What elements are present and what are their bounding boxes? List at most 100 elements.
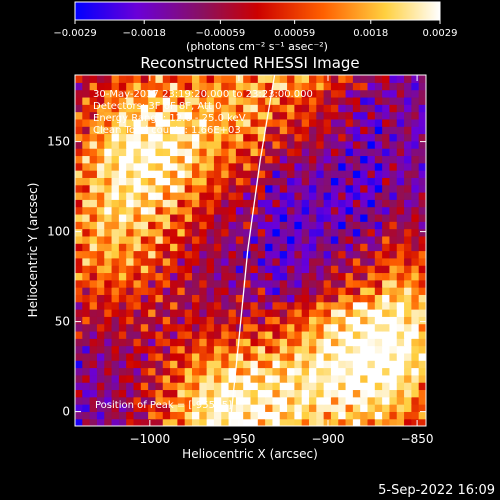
heatmap-cell (228, 411, 237, 420)
heatmap-cell (199, 148, 208, 157)
heatmap-cell (309, 104, 317, 113)
heatmap-cell (235, 184, 244, 193)
heatmap-cell (206, 374, 215, 383)
heatmap-cell (360, 309, 369, 317)
heatmap-cell (287, 265, 295, 274)
heatmap-cell (235, 118, 244, 127)
heatmap-cell (389, 250, 398, 259)
heatmap-cell (250, 294, 259, 303)
heatmap-cell (272, 279, 281, 288)
heatmap-cell (235, 228, 244, 237)
heatmap-cell (243, 235, 252, 244)
heatmap-cell (272, 272, 281, 281)
heatmap-cell (301, 404, 310, 412)
heatmap-cell (243, 389, 252, 398)
heatmap-cell (133, 301, 142, 310)
heatmap-cell (177, 148, 186, 157)
heatmap-cell (382, 338, 391, 347)
heatmap-cell (367, 148, 376, 157)
heatmap-cell (389, 140, 398, 149)
heatmap-cell (418, 360, 426, 369)
heatmap-cell (199, 243, 208, 252)
heatmap-cell (323, 374, 332, 383)
heatmap-cell (118, 170, 127, 178)
heatmap-cell (89, 301, 98, 310)
heatmap-cell (111, 126, 120, 135)
heatmap-cell (235, 213, 244, 222)
heatmap-cell (265, 133, 274, 142)
heatmap-cell (345, 140, 354, 149)
heatmap-cell (148, 192, 157, 200)
heatmap-cell (192, 170, 200, 178)
heatmap-cell (265, 279, 274, 288)
heatmap-cell (192, 279, 200, 288)
heatmap-cell (89, 184, 98, 193)
heatmap-cell (345, 389, 354, 398)
heatmap-cell (272, 345, 281, 354)
heatmap-cell (272, 396, 281, 405)
heatmap-cell (162, 162, 171, 171)
heatmap-cell (389, 221, 398, 230)
heatmap-cell (360, 148, 369, 157)
heatmap-cell (221, 250, 230, 259)
heatmap-cell (228, 374, 237, 383)
heatmap-cell (272, 257, 281, 266)
heatmap-cell (155, 265, 164, 274)
heatmap-cell (104, 177, 113, 186)
heatmap-cell (323, 82, 332, 91)
heatmap-cell (96, 75, 105, 83)
heatmap-cell (111, 279, 120, 288)
heatmap-cell (367, 360, 376, 369)
heatmap-cell (301, 162, 310, 171)
heatmap-cell (360, 75, 369, 83)
heatmap-cell (89, 367, 98, 376)
heatmap-cell (323, 170, 332, 178)
heatmap-cell (309, 75, 317, 83)
heatmap-cell (294, 279, 303, 288)
heatmap-cell (352, 338, 361, 347)
heatmap-cell (118, 155, 127, 164)
heatmap-cell (352, 411, 361, 420)
annotation-detectors: Detectors: 3F 6F 8F, Att 0 (93, 101, 221, 112)
heatmap-cell (389, 367, 398, 376)
heatmap-cell (177, 162, 186, 171)
heatmap-cell (221, 360, 230, 369)
heatmap-cell (192, 294, 200, 303)
heatmap-cell (374, 257, 383, 266)
heatmap-cell (411, 418, 420, 426)
heatmap-cell (170, 162, 178, 171)
heatmap-cell (272, 301, 281, 310)
heatmap-cell (396, 104, 405, 113)
heatmap-cell (345, 199, 354, 208)
heatmap-cell (111, 170, 120, 178)
heatmap-cell (96, 177, 105, 186)
heatmap-cell (228, 367, 237, 376)
heatmap-cell (287, 316, 295, 325)
heatmap-cell (382, 382, 391, 391)
heatmap-cell (374, 118, 383, 127)
heatmap-cell (235, 192, 244, 200)
heatmap-cell (374, 82, 383, 91)
heatmap-cell (126, 104, 135, 113)
heatmap-cell (177, 206, 186, 215)
heatmap-cell (170, 206, 178, 215)
heatmap-cell (96, 301, 105, 310)
heatmap-cell (250, 82, 259, 91)
heatmap-cell (301, 287, 310, 295)
heatmap-cell (301, 221, 310, 230)
heatmap-cell (243, 265, 252, 274)
heatmap-cell (184, 206, 193, 215)
heatmap-cell (221, 89, 230, 98)
heatmap-cell (265, 96, 274, 105)
heatmap-cell (118, 148, 127, 157)
heatmap-cell (404, 140, 412, 149)
heatmap-cell (257, 118, 266, 127)
heatmap-cell (228, 265, 237, 274)
heatmap-cell (221, 213, 230, 222)
heatmap-cell (199, 250, 208, 259)
heatmap-cell (396, 243, 405, 252)
heatmap-cell (177, 243, 186, 252)
heatmap-cell (287, 404, 295, 412)
heatmap-cell (338, 265, 347, 274)
heatmap-cell (118, 309, 127, 317)
